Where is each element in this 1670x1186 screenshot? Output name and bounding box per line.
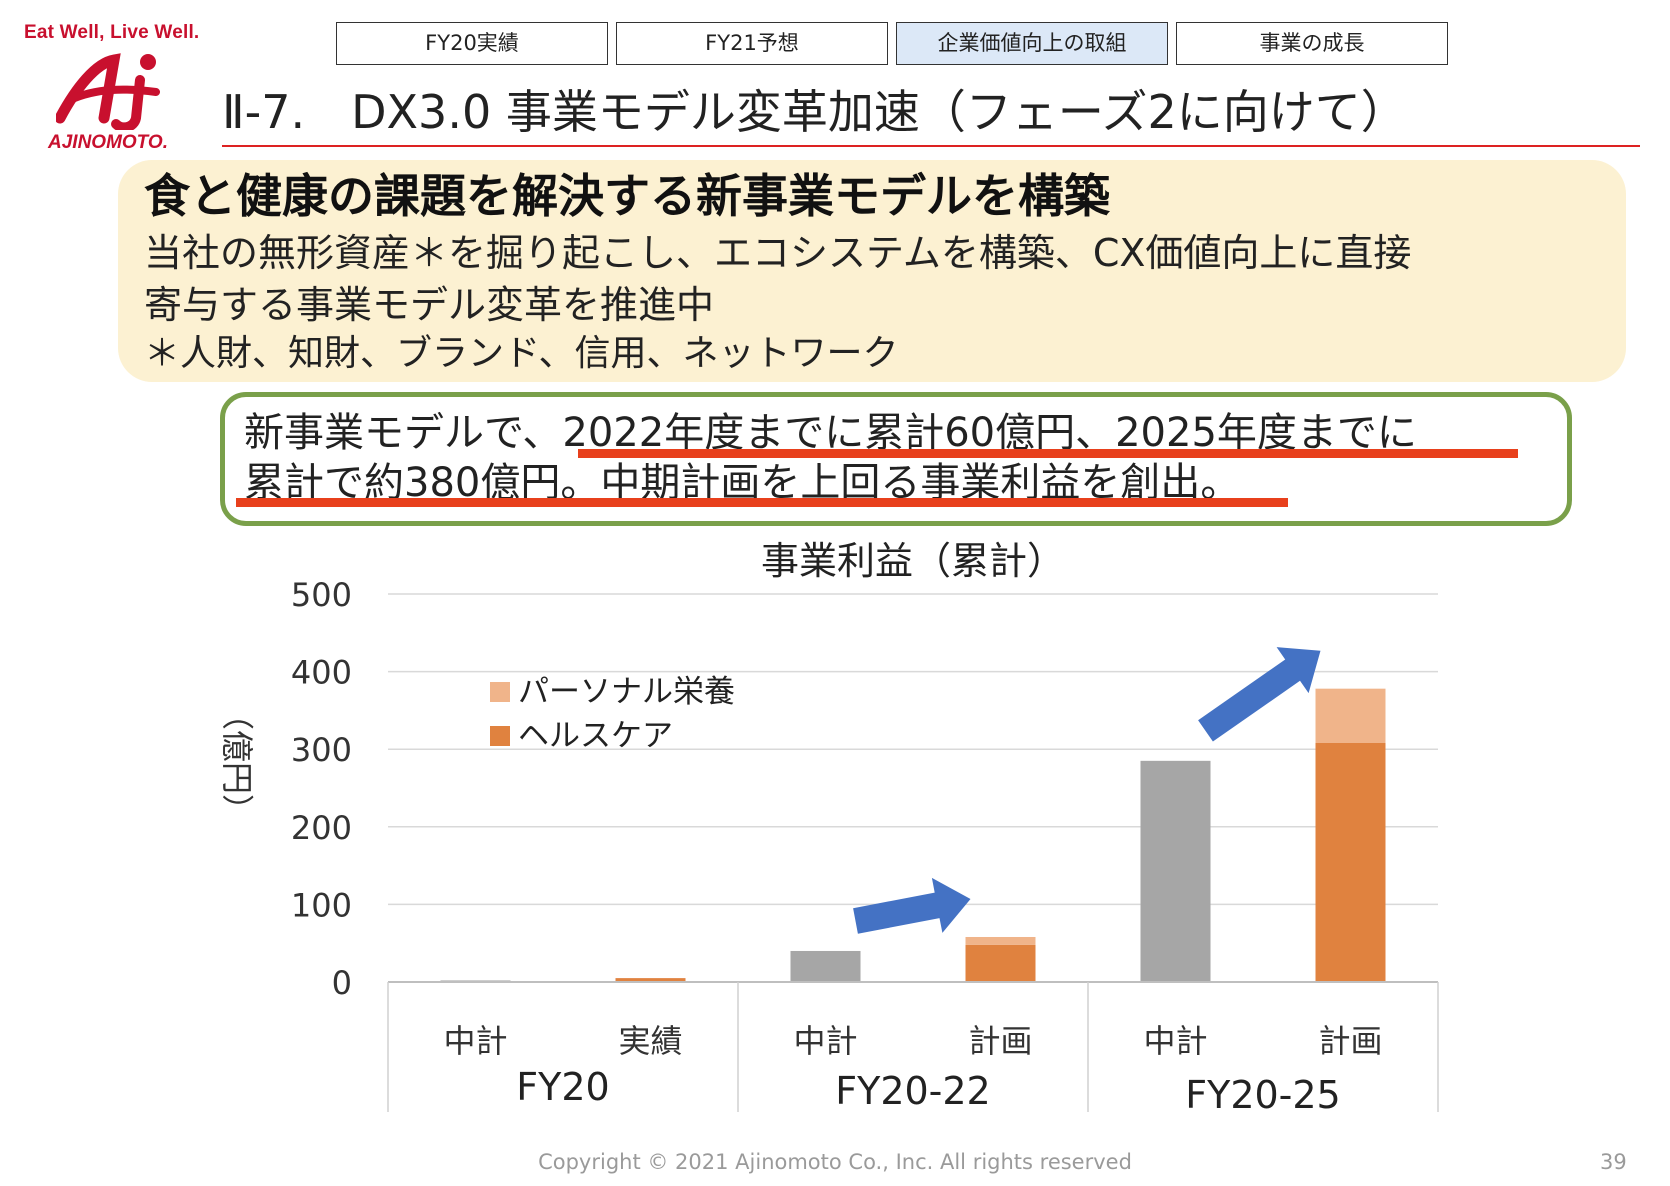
callout-underline-2 — [236, 498, 1288, 507]
y-tick-label: 300 — [291, 731, 352, 769]
callout-line-1: 新事業モデルで、2022年度までに累計60億円、2025年度までに — [244, 410, 1417, 456]
summary-panel — [118, 160, 1626, 382]
logo-tagline: Eat Well, Live Well. — [24, 22, 200, 43]
x-category-label: 中計 — [793, 1022, 857, 1060]
bar-segment — [965, 936, 1036, 945]
title-divider — [222, 145, 1640, 147]
y-tick-label: 100 — [291, 886, 352, 924]
legend-label: パーソナル栄養 — [518, 674, 735, 710]
x-category-label: 計画 — [968, 1022, 1032, 1060]
bar-segment — [615, 978, 686, 982]
y-tick-label: 500 — [291, 576, 352, 614]
page-number: 39 — [1600, 1150, 1627, 1174]
tab-corporate-value[interactable]: 企業価値向上の取組 — [896, 22, 1168, 65]
x-category-label: 中計 — [1143, 1022, 1207, 1060]
legend-swatch — [490, 726, 510, 746]
x-category-label: 計画 — [1318, 1022, 1382, 1060]
bar-segment — [1140, 760, 1211, 982]
growth-arrow-icon — [853, 877, 971, 934]
legend-swatch — [490, 682, 510, 702]
callout-underline-1 — [578, 449, 1518, 458]
y-tick-label: 400 — [291, 654, 352, 692]
slide-title: Ⅱ-7. DX3.0 事業モデル変革加速（フェーズ2に向けて） — [222, 85, 1407, 139]
tab-business-growth[interactable]: 事業の成長 — [1176, 22, 1448, 65]
chart-title: 事業利益（累計） — [761, 539, 1065, 583]
legend-label: ヘルスケア — [518, 718, 673, 754]
bar-segment — [790, 950, 861, 982]
tab-fy21-forecast[interactable]: FY21予想 — [616, 22, 888, 65]
y-tick-label: 0 — [332, 964, 352, 1002]
tab-fy20-results[interactable]: FY20実績 — [336, 22, 608, 65]
x-group-label: FY20 — [516, 1065, 609, 1109]
bar-segment — [1315, 688, 1386, 743]
summary-heading: 食と健康の課題を解決する新事業モデルを構築 — [144, 169, 1110, 223]
summary-line-1: 当社の無形資産＊を掘り起こし、エコシステムを構築、CX価値向上に直接 — [144, 231, 1412, 275]
summary-line-2: 寄与する事業モデル変革を推進中 — [144, 283, 715, 327]
y-tick-label: 200 — [291, 809, 352, 847]
summary-note: ＊人財、知財、ブランド、信用、ネットワーク — [144, 333, 899, 374]
bar-segment — [965, 944, 1036, 982]
ajinomoto-logo-icon — [56, 53, 160, 130]
chart-y-axis-label: （億円） — [218, 698, 256, 826]
footer-copyright: Copyright © 2021 Ajinomoto Co., Inc. All… — [538, 1150, 1132, 1174]
x-group-label: FY20-25 — [1185, 1073, 1341, 1117]
profit-chart: 事業利益（累計） （億円） 0 100 200 300 400 500 パーソナル栄養ヘル… — [218, 539, 1439, 1117]
bar-segment — [1315, 742, 1386, 982]
logo-wordmark: AJINOMOTO. — [48, 132, 168, 153]
x-category-label: 中計 — [443, 1022, 507, 1060]
x-category-label: 実績 — [618, 1022, 682, 1060]
x-group-label: FY20-22 — [835, 1069, 991, 1113]
growth-arrow-icon — [1198, 647, 1321, 742]
